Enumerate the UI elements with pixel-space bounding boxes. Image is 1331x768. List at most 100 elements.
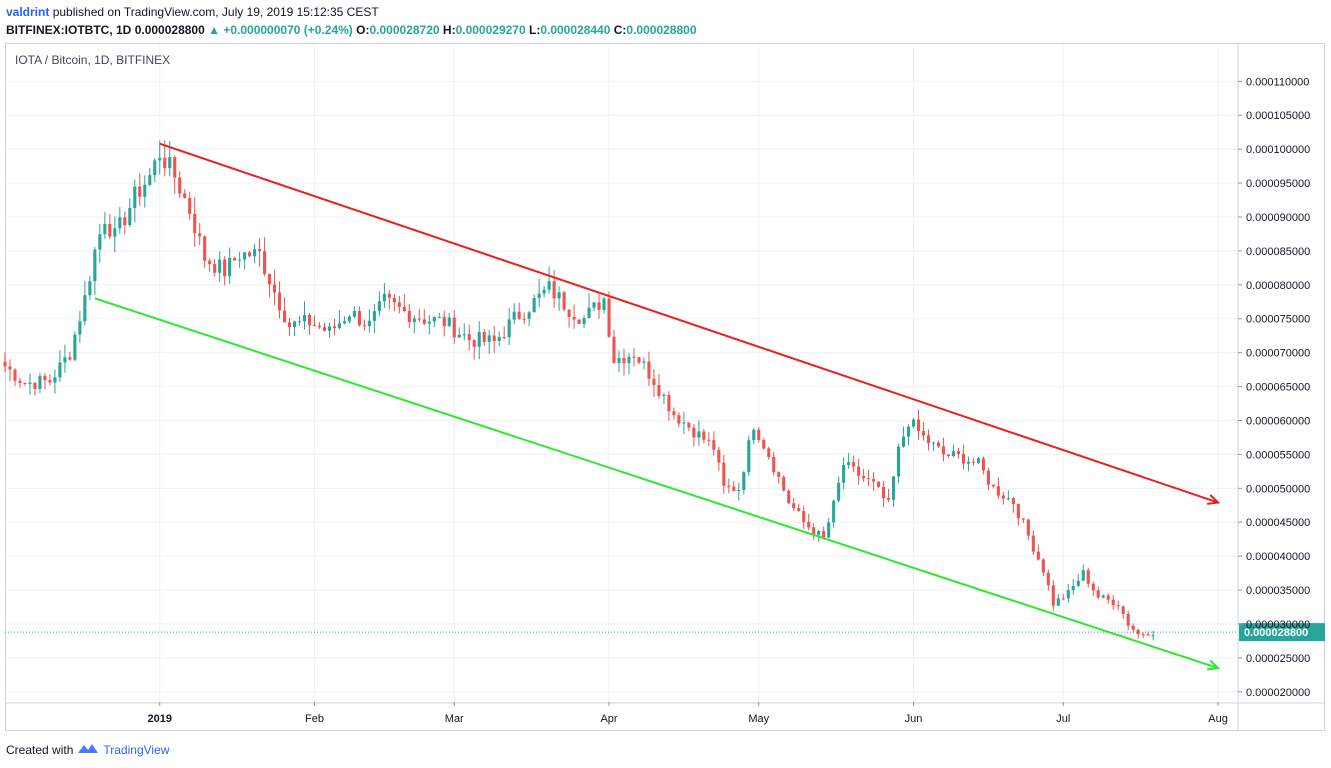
y-tick-label: 0.000060000 bbox=[1246, 415, 1310, 427]
y-tick-label: 0.000080000 bbox=[1246, 280, 1310, 292]
last-price-label: 0.000028800 bbox=[1244, 627, 1308, 639]
candle-body bbox=[213, 264, 217, 273]
candle-body bbox=[1076, 580, 1080, 586]
candle-body bbox=[1106, 595, 1110, 600]
candle-body bbox=[872, 479, 876, 482]
candle-body bbox=[48, 380, 52, 383]
x-tick-label: Feb bbox=[305, 713, 324, 725]
candle-body bbox=[138, 186, 142, 197]
candle-body bbox=[1011, 498, 1015, 504]
candle-body bbox=[512, 311, 516, 320]
candle-body bbox=[1071, 585, 1075, 591]
candle-body bbox=[1081, 570, 1085, 581]
candle-body bbox=[762, 439, 766, 449]
close-label: C: bbox=[613, 23, 627, 37]
candle-body bbox=[547, 281, 551, 290]
candle-body bbox=[961, 454, 965, 464]
y-tick-label: 0.000055000 bbox=[1246, 449, 1310, 461]
tradingview-link[interactable]: TradingView bbox=[103, 742, 170, 757]
candle-body bbox=[657, 385, 661, 396]
grid-lines bbox=[5, 44, 1238, 702]
candle-body bbox=[317, 325, 322, 328]
candle-body bbox=[877, 481, 881, 487]
candle-body bbox=[702, 431, 706, 440]
candles bbox=[3, 140, 1155, 641]
candle-body bbox=[637, 357, 641, 363]
candle-body bbox=[732, 486, 736, 492]
candle-body bbox=[447, 317, 451, 327]
candle-body bbox=[612, 336, 616, 364]
trendlines bbox=[94, 142, 1221, 671]
high-label: H: bbox=[442, 23, 456, 37]
candle-body bbox=[597, 302, 601, 310]
candle-body bbox=[632, 356, 636, 358]
candle-body bbox=[273, 284, 277, 293]
up-triangle-icon: ▲ bbox=[208, 23, 220, 37]
candle-body bbox=[562, 292, 566, 310]
x-tick-label: 2019 bbox=[148, 713, 172, 725]
candle-body bbox=[1121, 606, 1125, 614]
open-value: 0.000028720 bbox=[369, 23, 440, 37]
candle-body bbox=[253, 249, 257, 257]
candle-body bbox=[682, 422, 686, 424]
y-tick-label: 0.000070000 bbox=[1246, 348, 1310, 360]
candle-body bbox=[906, 426, 911, 437]
candle-body bbox=[412, 318, 416, 323]
candle-body bbox=[183, 193, 187, 198]
candle-body bbox=[208, 260, 212, 265]
candle-body bbox=[3, 361, 7, 367]
x-tick-label: Apr bbox=[600, 713, 617, 725]
candle-body bbox=[68, 357, 72, 360]
candle-body bbox=[747, 440, 751, 473]
resistance-trendline bbox=[159, 142, 1219, 504]
candle-body bbox=[452, 317, 456, 338]
candle-body bbox=[667, 394, 671, 412]
candle-body bbox=[527, 312, 531, 319]
candle-body bbox=[552, 281, 556, 299]
candle-body bbox=[437, 317, 441, 319]
candle-body bbox=[28, 382, 32, 385]
candle-body bbox=[372, 311, 376, 321]
candle-body bbox=[647, 361, 651, 379]
candle-body bbox=[717, 449, 721, 463]
candle-body bbox=[347, 316, 351, 322]
candle-body bbox=[807, 521, 811, 528]
candle-body bbox=[18, 380, 22, 383]
candle-body bbox=[847, 462, 851, 466]
candle-body bbox=[1151, 635, 1155, 637]
candle-body bbox=[193, 213, 197, 234]
author-link[interactable]: valdrint bbox=[6, 5, 50, 19]
candle-body bbox=[687, 422, 691, 428]
candle-body bbox=[1031, 535, 1035, 552]
candle-body bbox=[507, 319, 511, 338]
candle-body bbox=[397, 302, 401, 307]
candle-body bbox=[971, 461, 975, 463]
candle-body bbox=[103, 223, 107, 235]
candle-body bbox=[557, 292, 561, 299]
candle-body bbox=[407, 310, 411, 323]
candle-body bbox=[43, 376, 47, 381]
candle-body bbox=[427, 321, 431, 324]
y-tick-label: 0.000075000 bbox=[1246, 314, 1310, 326]
candle-body bbox=[1096, 590, 1100, 598]
candle-body bbox=[1116, 605, 1120, 607]
candle-body bbox=[782, 476, 786, 491]
candle-body bbox=[936, 442, 941, 447]
last-price: 0.000028800 bbox=[134, 23, 205, 37]
candle-body bbox=[472, 340, 476, 347]
candle-body bbox=[757, 429, 761, 440]
candle-body bbox=[487, 335, 491, 342]
candle-body bbox=[297, 321, 302, 323]
candle-body bbox=[362, 325, 366, 327]
candle-body bbox=[996, 486, 1000, 496]
candle-body bbox=[986, 470, 990, 485]
candle-body bbox=[662, 394, 666, 396]
candle-body bbox=[312, 325, 317, 327]
candle-body bbox=[1056, 598, 1060, 606]
x-tick-label: Jun bbox=[905, 713, 923, 725]
candle-body bbox=[857, 466, 861, 476]
candle-body bbox=[592, 302, 596, 308]
y-tick-label: 0.000085000 bbox=[1246, 246, 1310, 258]
candle-body bbox=[73, 334, 77, 360]
